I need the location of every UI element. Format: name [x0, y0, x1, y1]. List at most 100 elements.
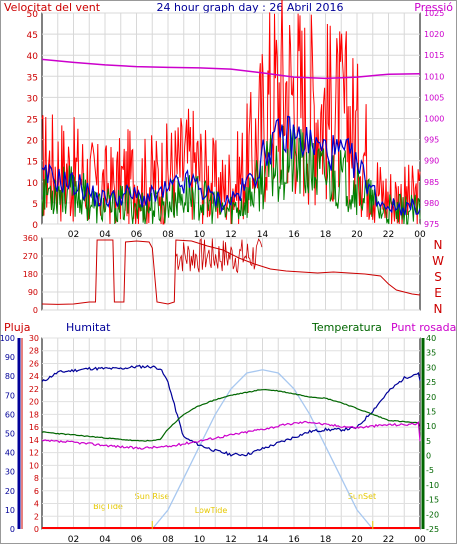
direction-tick-label: 90 — [28, 288, 38, 297]
wind-speed-tick-label: 10 — [27, 179, 39, 189]
humitat-tick-label: 10 — [29, 461, 39, 470]
temperature-tick-label: -10 — [426, 481, 439, 490]
hour-tick-label: 20 — [351, 230, 363, 240]
humitat-tick-label: 22 — [29, 385, 39, 394]
wind-speed-tick-label: 45 — [27, 31, 38, 41]
wind-speed-tick-label: 50 — [27, 10, 39, 20]
hour-tick-label: 22 — [383, 230, 394, 240]
humitat-tick-label: 12 — [29, 449, 39, 458]
humitat-tick-label: 20 — [29, 398, 39, 407]
chart-title: 24 hour graph day : 26 Abril 2016 — [157, 1, 344, 14]
humitat-tick-label: 18 — [29, 410, 39, 419]
direction-tick-label: 360 — [23, 234, 38, 243]
pressure-tick-label: 985 — [424, 178, 439, 187]
rain-label: Pluja — [4, 321, 30, 334]
compass-label: N — [434, 238, 443, 252]
humitat-tick-label: 24 — [29, 372, 39, 381]
temperature-line — [41, 388, 421, 442]
pressure-line — [41, 58, 421, 80]
series — [41, 0, 421, 530]
axes: 0510152025303540455097598098599099510001… — [0, 9, 444, 544]
temperature-tick-label: 5 — [426, 437, 431, 446]
humitat-tick-label: 4 — [34, 500, 39, 509]
temperature-tick-label: 25 — [426, 378, 436, 387]
hour-tick-label: 06 — [131, 230, 143, 240]
hour-tick-label: 12 — [225, 535, 236, 544]
pressure-tick-label: 1020 — [424, 30, 444, 39]
wind-gust-line — [41, 0, 421, 225]
compass-label: N — [434, 302, 443, 316]
pluja-tick-label: 40 — [5, 449, 15, 458]
wind-speed-label: Velocitat del vent — [4, 1, 101, 14]
direction-tick-label: 180 — [23, 270, 38, 279]
humitat-tick-label: 8 — [34, 474, 39, 483]
compass-label: E — [434, 286, 442, 300]
hour-tick-label: 20 — [351, 535, 363, 544]
pluja-tick-label: 0 — [10, 525, 15, 534]
hour-tick-label: 10 — [194, 230, 206, 240]
pluja-tick-label: 10 — [5, 506, 15, 515]
humitat-tick-label: 14 — [29, 436, 39, 445]
temperature-tick-label: -20 — [426, 510, 439, 519]
hour-tick-label: 06 — [131, 535, 143, 544]
hour-tick-label: 12 — [225, 230, 236, 240]
compass-label: S — [434, 270, 442, 284]
pressure-tick-label: 980 — [424, 199, 439, 208]
pluja-tick-label: 20 — [5, 487, 15, 496]
pressure-tick-label: 1025 — [424, 9, 444, 18]
temperature-tick-label: -25 — [426, 525, 439, 534]
hour-tick-label: 18 — [320, 535, 332, 544]
humitat-tick-label: 0 — [34, 525, 39, 534]
wind-mean-line — [41, 115, 421, 216]
bigtide-label: BigTide — [93, 502, 123, 511]
dewpoint-line — [41, 420, 421, 450]
hour-tick-label: 02 — [68, 230, 79, 240]
temperature-tick-label: 15 — [426, 407, 436, 416]
wind-speed-tick-label: 40 — [27, 52, 39, 62]
dewpoint-label: Punt rosada — [391, 321, 456, 334]
wind-average-line — [41, 125, 421, 225]
hour-tick-label: 08 — [162, 230, 174, 240]
pluja-tick-label: 80 — [5, 372, 15, 381]
hour-tick-label: 22 — [383, 535, 394, 544]
humidity-label: Humitat — [66, 321, 111, 334]
wind-speed-tick-label: 15 — [27, 158, 38, 168]
compass-label: W — [432, 254, 444, 268]
pressure-tick-label: 1000 — [424, 115, 444, 124]
hour-tick-label: 16 — [288, 230, 300, 240]
pressure-tick-label: 990 — [424, 157, 439, 166]
hour-tick-label: 00 — [414, 230, 426, 240]
pressure-tick-label: 995 — [424, 136, 439, 145]
pressure-tick-label: 1015 — [424, 51, 444, 60]
hour-tick-label: 00 — [414, 535, 426, 544]
hour-tick-label: 18 — [320, 230, 332, 240]
wind-speed-tick-label: 20 — [27, 137, 39, 147]
wind-speed-tick-label: 30 — [27, 94, 39, 104]
pluja-tick-label: 70 — [5, 391, 15, 400]
lowtide-label: LowTide — [195, 506, 228, 515]
humitat-tick-label: 28 — [29, 347, 39, 356]
wind-speed-tick-label: 25 — [27, 116, 38, 126]
temperature-tick-label: -5 — [426, 466, 434, 475]
hour-tick-label: 14 — [257, 535, 269, 544]
solar-line — [151, 369, 374, 530]
wind-speed-tick-label: 5 — [32, 200, 38, 210]
hour-tick-label: 14 — [257, 230, 269, 240]
temperature-tick-label: 20 — [426, 393, 436, 402]
direction-tick-label: 270 — [23, 252, 38, 261]
pressure-tick-label: 1005 — [424, 93, 444, 102]
temperature-tick-label: 35 — [426, 349, 436, 358]
humitat-tick-label: 26 — [29, 359, 39, 368]
pluja-tick-label: 30 — [5, 468, 15, 477]
wind-speed-tick-label: 35 — [27, 73, 38, 83]
hour-tick-label: 08 — [162, 535, 174, 544]
hour-tick-label: 04 — [99, 535, 111, 544]
hour-tick-label: 02 — [68, 535, 79, 544]
humitat-tick-label: 6 — [34, 487, 39, 496]
temperature-tick-label: -15 — [426, 496, 439, 505]
pluja-tick-label: 60 — [5, 410, 15, 419]
hour-tick-label: 10 — [194, 535, 206, 544]
